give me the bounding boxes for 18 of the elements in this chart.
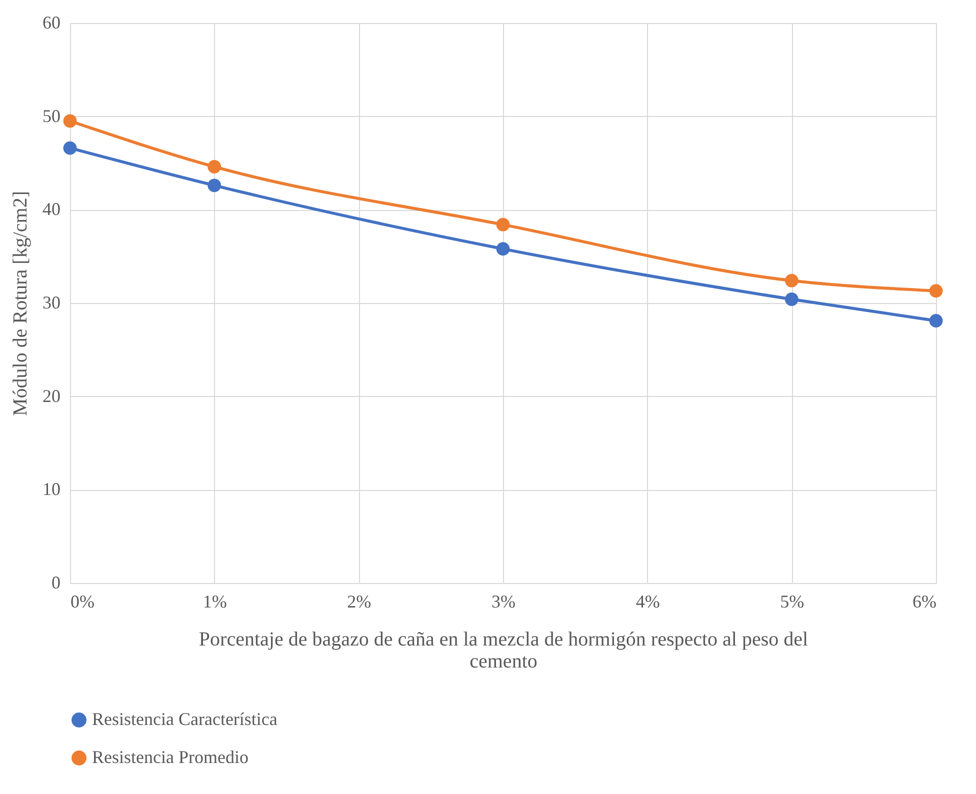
y-tick-label: 0 xyxy=(52,572,60,592)
y-tick-label: 50 xyxy=(42,106,60,126)
y-axis-title: Módulo de Rotura [kg/cm2] xyxy=(10,191,32,416)
x-tick-label: 4% xyxy=(636,592,660,612)
x-tick-label: 0% xyxy=(70,592,94,612)
y-tick-label: 20 xyxy=(42,386,60,406)
legend-label: Resistencia Promedio xyxy=(92,747,248,767)
y-tick-label: 60 xyxy=(42,12,60,32)
x-tick-label: 2% xyxy=(347,592,372,612)
x-axis-title: Porcentaje de bagazo de caña en la mezcla de hormigón respecto al peso del cemento xyxy=(198,628,809,672)
x-tick-label: 3% xyxy=(492,592,516,612)
y-tick-label: 30 xyxy=(42,292,60,312)
x-tick-label: 1% xyxy=(202,592,227,612)
x-tick-label: 6% xyxy=(912,592,936,612)
y-tick-label: 10 xyxy=(42,479,60,500)
legend-label: Resistencia Característica xyxy=(92,709,278,729)
x-tick-label: 5% xyxy=(780,592,804,612)
y-tick-label: 40 xyxy=(42,199,60,220)
